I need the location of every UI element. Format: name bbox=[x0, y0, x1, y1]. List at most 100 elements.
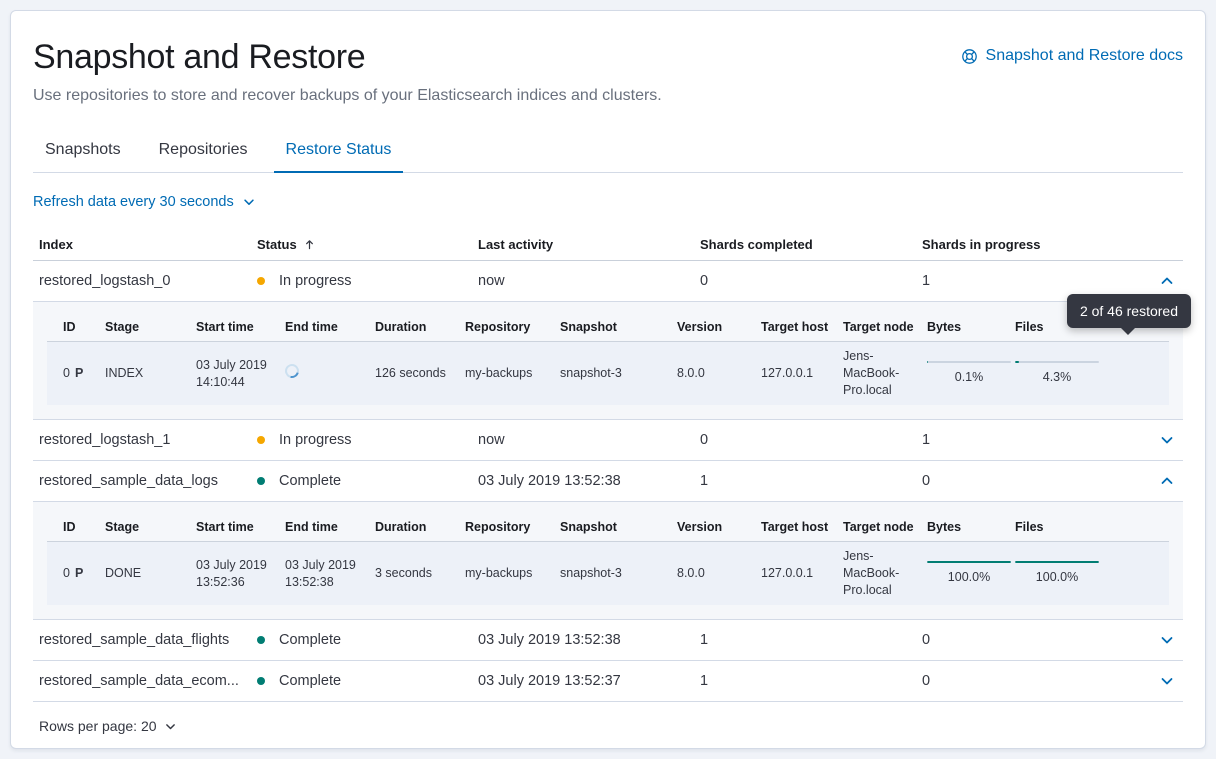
refresh-interval-dropdown[interactable]: Refresh data every 30 seconds bbox=[33, 194, 256, 210]
shard-column-stage: Stage bbox=[105, 319, 140, 334]
shards-completed: 1 bbox=[700, 473, 709, 489]
shard-column-id: ID bbox=[63, 519, 76, 534]
expand-row-button[interactable] bbox=[1157, 671, 1177, 691]
column-header-shards-in-progress[interactable]: Shards in progress bbox=[922, 237, 1041, 252]
table-row: restored_sample_data_ecom... Complete 03… bbox=[33, 661, 1183, 702]
tab-repositories[interactable]: Repositories bbox=[158, 141, 248, 158]
shard-column-repository: Repository bbox=[465, 319, 531, 334]
bytes-progress-cell: 100.0% bbox=[927, 561, 1015, 586]
page-header: Snapshot and Restore Snapshot and Restor… bbox=[33, 11, 1183, 77]
shard-column-version: Version bbox=[677, 519, 723, 534]
tabs: Snapshots Repositories Restore Status bbox=[33, 131, 1183, 173]
status-label: In progress bbox=[279, 273, 352, 289]
shard-duration: 126 seconds bbox=[375, 366, 446, 380]
shard-target-node: Jens-MacBook-Pro.local bbox=[843, 349, 900, 397]
shard-start-time: 03 July 2019 14:10:44 bbox=[196, 357, 267, 389]
expand-row-button[interactable] bbox=[1157, 630, 1177, 650]
status-cell: In progress bbox=[257, 432, 478, 448]
shard-repository: my-backups bbox=[465, 566, 533, 580]
last-activity: 03 July 2019 13:52:37 bbox=[478, 673, 621, 689]
shard-detail-panel: 2 of 46 restored ID Stage Start time End… bbox=[33, 294, 1191, 420]
index-name: restored_logstash_0 bbox=[39, 273, 171, 289]
last-activity: now bbox=[478, 273, 505, 289]
column-header-status[interactable]: Status bbox=[257, 237, 478, 252]
chevron-down-icon bbox=[1159, 632, 1175, 648]
shard-column-end-time: End time bbox=[285, 519, 338, 534]
complete-dot-icon bbox=[257, 636, 265, 644]
shards-completed: 0 bbox=[700, 432, 709, 448]
rows-per-page-dropdown[interactable]: Rows per page: 20 bbox=[39, 718, 177, 734]
shards-completed: 1 bbox=[700, 632, 709, 648]
shards-in-progress: 0 bbox=[922, 473, 931, 489]
shard-duration: 3 seconds bbox=[375, 566, 432, 580]
table-row: restored_sample_data_logs Complete 03 Ju… bbox=[33, 461, 1183, 502]
shards-completed: 0 bbox=[700, 273, 709, 289]
in-progress-dot-icon bbox=[257, 277, 265, 285]
status-label: Complete bbox=[279, 632, 342, 648]
docs-link-label: Snapshot and Restore docs bbox=[985, 47, 1183, 64]
status-label: Complete bbox=[279, 473, 342, 489]
shards-in-progress: 0 bbox=[922, 673, 931, 689]
column-header-last-activity[interactable]: Last activity bbox=[478, 237, 554, 252]
shard-column-duration: Duration bbox=[375, 319, 427, 334]
shard-column-files: Files bbox=[1015, 319, 1044, 334]
rows-per-page-label: Rows per page: 20 bbox=[39, 718, 157, 734]
restore-progress-tooltip: 2 of 46 restored bbox=[1066, 294, 1191, 335]
shard-end-time bbox=[282, 361, 375, 383]
help-lifebuoy-icon bbox=[961, 48, 978, 65]
index-name: restored_logstash_1 bbox=[39, 432, 171, 448]
files-progress-bar: 100.0% bbox=[1015, 561, 1099, 586]
complete-dot-icon bbox=[257, 677, 265, 685]
status-label: Complete bbox=[279, 673, 342, 689]
shard-column-start-time: Start time bbox=[196, 519, 254, 534]
status-cell: Complete bbox=[257, 673, 478, 689]
restore-status-table: Index Status Last activity Shards comple… bbox=[33, 229, 1191, 702]
status-label: In progress bbox=[279, 432, 352, 448]
index-name: restored_sample_data_logs bbox=[39, 473, 218, 489]
tab-restore-status[interactable]: Restore Status bbox=[273, 131, 404, 173]
docs-link[interactable]: Snapshot and Restore docs bbox=[961, 47, 1183, 65]
shard-column-target-node: Target node bbox=[843, 319, 914, 334]
shards-in-progress: 1 bbox=[922, 432, 931, 448]
expand-row-button[interactable] bbox=[1157, 430, 1177, 450]
shard-detail-panel: ID Stage Start time End time Duration Re… bbox=[33, 502, 1183, 620]
page-title: Snapshot and Restore bbox=[33, 38, 366, 76]
shard-stage: INDEX bbox=[105, 366, 144, 380]
shard-target-host: 127.0.0.1 bbox=[761, 566, 814, 580]
shards-in-progress: 0 bbox=[922, 632, 931, 648]
shard-end-time: 03 July 2019 13:52:38 bbox=[285, 557, 356, 589]
chevron-up-icon bbox=[1159, 273, 1175, 289]
index-name: restored_sample_data_ecom... bbox=[39, 673, 239, 689]
bytes-progress-bar: 0.1% bbox=[927, 361, 1011, 386]
column-header-shards-completed[interactable]: Shards completed bbox=[700, 237, 813, 252]
shard-column-snapshot: Snapshot bbox=[560, 319, 617, 334]
shards-completed: 1 bbox=[700, 673, 709, 689]
shard-snapshot: snapshot-3 bbox=[560, 566, 622, 580]
tab-snapshots[interactable]: Snapshots bbox=[45, 141, 121, 158]
chevron-down-icon bbox=[1159, 432, 1175, 448]
column-header-index[interactable]: Index bbox=[39, 237, 73, 252]
shard-column-snapshot: Snapshot bbox=[560, 519, 617, 534]
shard-column-target-host: Target host bbox=[761, 519, 829, 534]
shard-start-time: 03 July 2019 13:52:36 bbox=[196, 557, 267, 589]
shard-column-start-time: Start time bbox=[196, 319, 254, 334]
table-row: restored_logstash_1 In progress now 0 1 bbox=[33, 420, 1183, 461]
shard-table-header: ID Stage Start time End time Duration Re… bbox=[47, 312, 1169, 342]
shard-snapshot: snapshot-3 bbox=[560, 366, 622, 380]
shard-column-bytes: Bytes bbox=[927, 319, 962, 334]
files-progress-cell: 100.0% bbox=[1015, 561, 1169, 586]
status-cell: Complete bbox=[257, 632, 478, 648]
shard-column-target-host: Target host bbox=[761, 319, 829, 334]
shard-column-duration: Duration bbox=[375, 519, 427, 534]
files-progress-bar[interactable]: 4.3% bbox=[1015, 361, 1099, 386]
collapse-row-button[interactable] bbox=[1157, 271, 1177, 291]
status-cell: In progress bbox=[257, 273, 478, 289]
last-activity: now bbox=[478, 432, 505, 448]
collapse-row-button[interactable] bbox=[1157, 471, 1177, 491]
primary-shard-badge: P bbox=[74, 366, 84, 380]
shard-column-files: Files bbox=[1015, 519, 1044, 534]
shard-stage: DONE bbox=[105, 566, 142, 580]
index-name: restored_sample_data_flights bbox=[39, 632, 230, 648]
